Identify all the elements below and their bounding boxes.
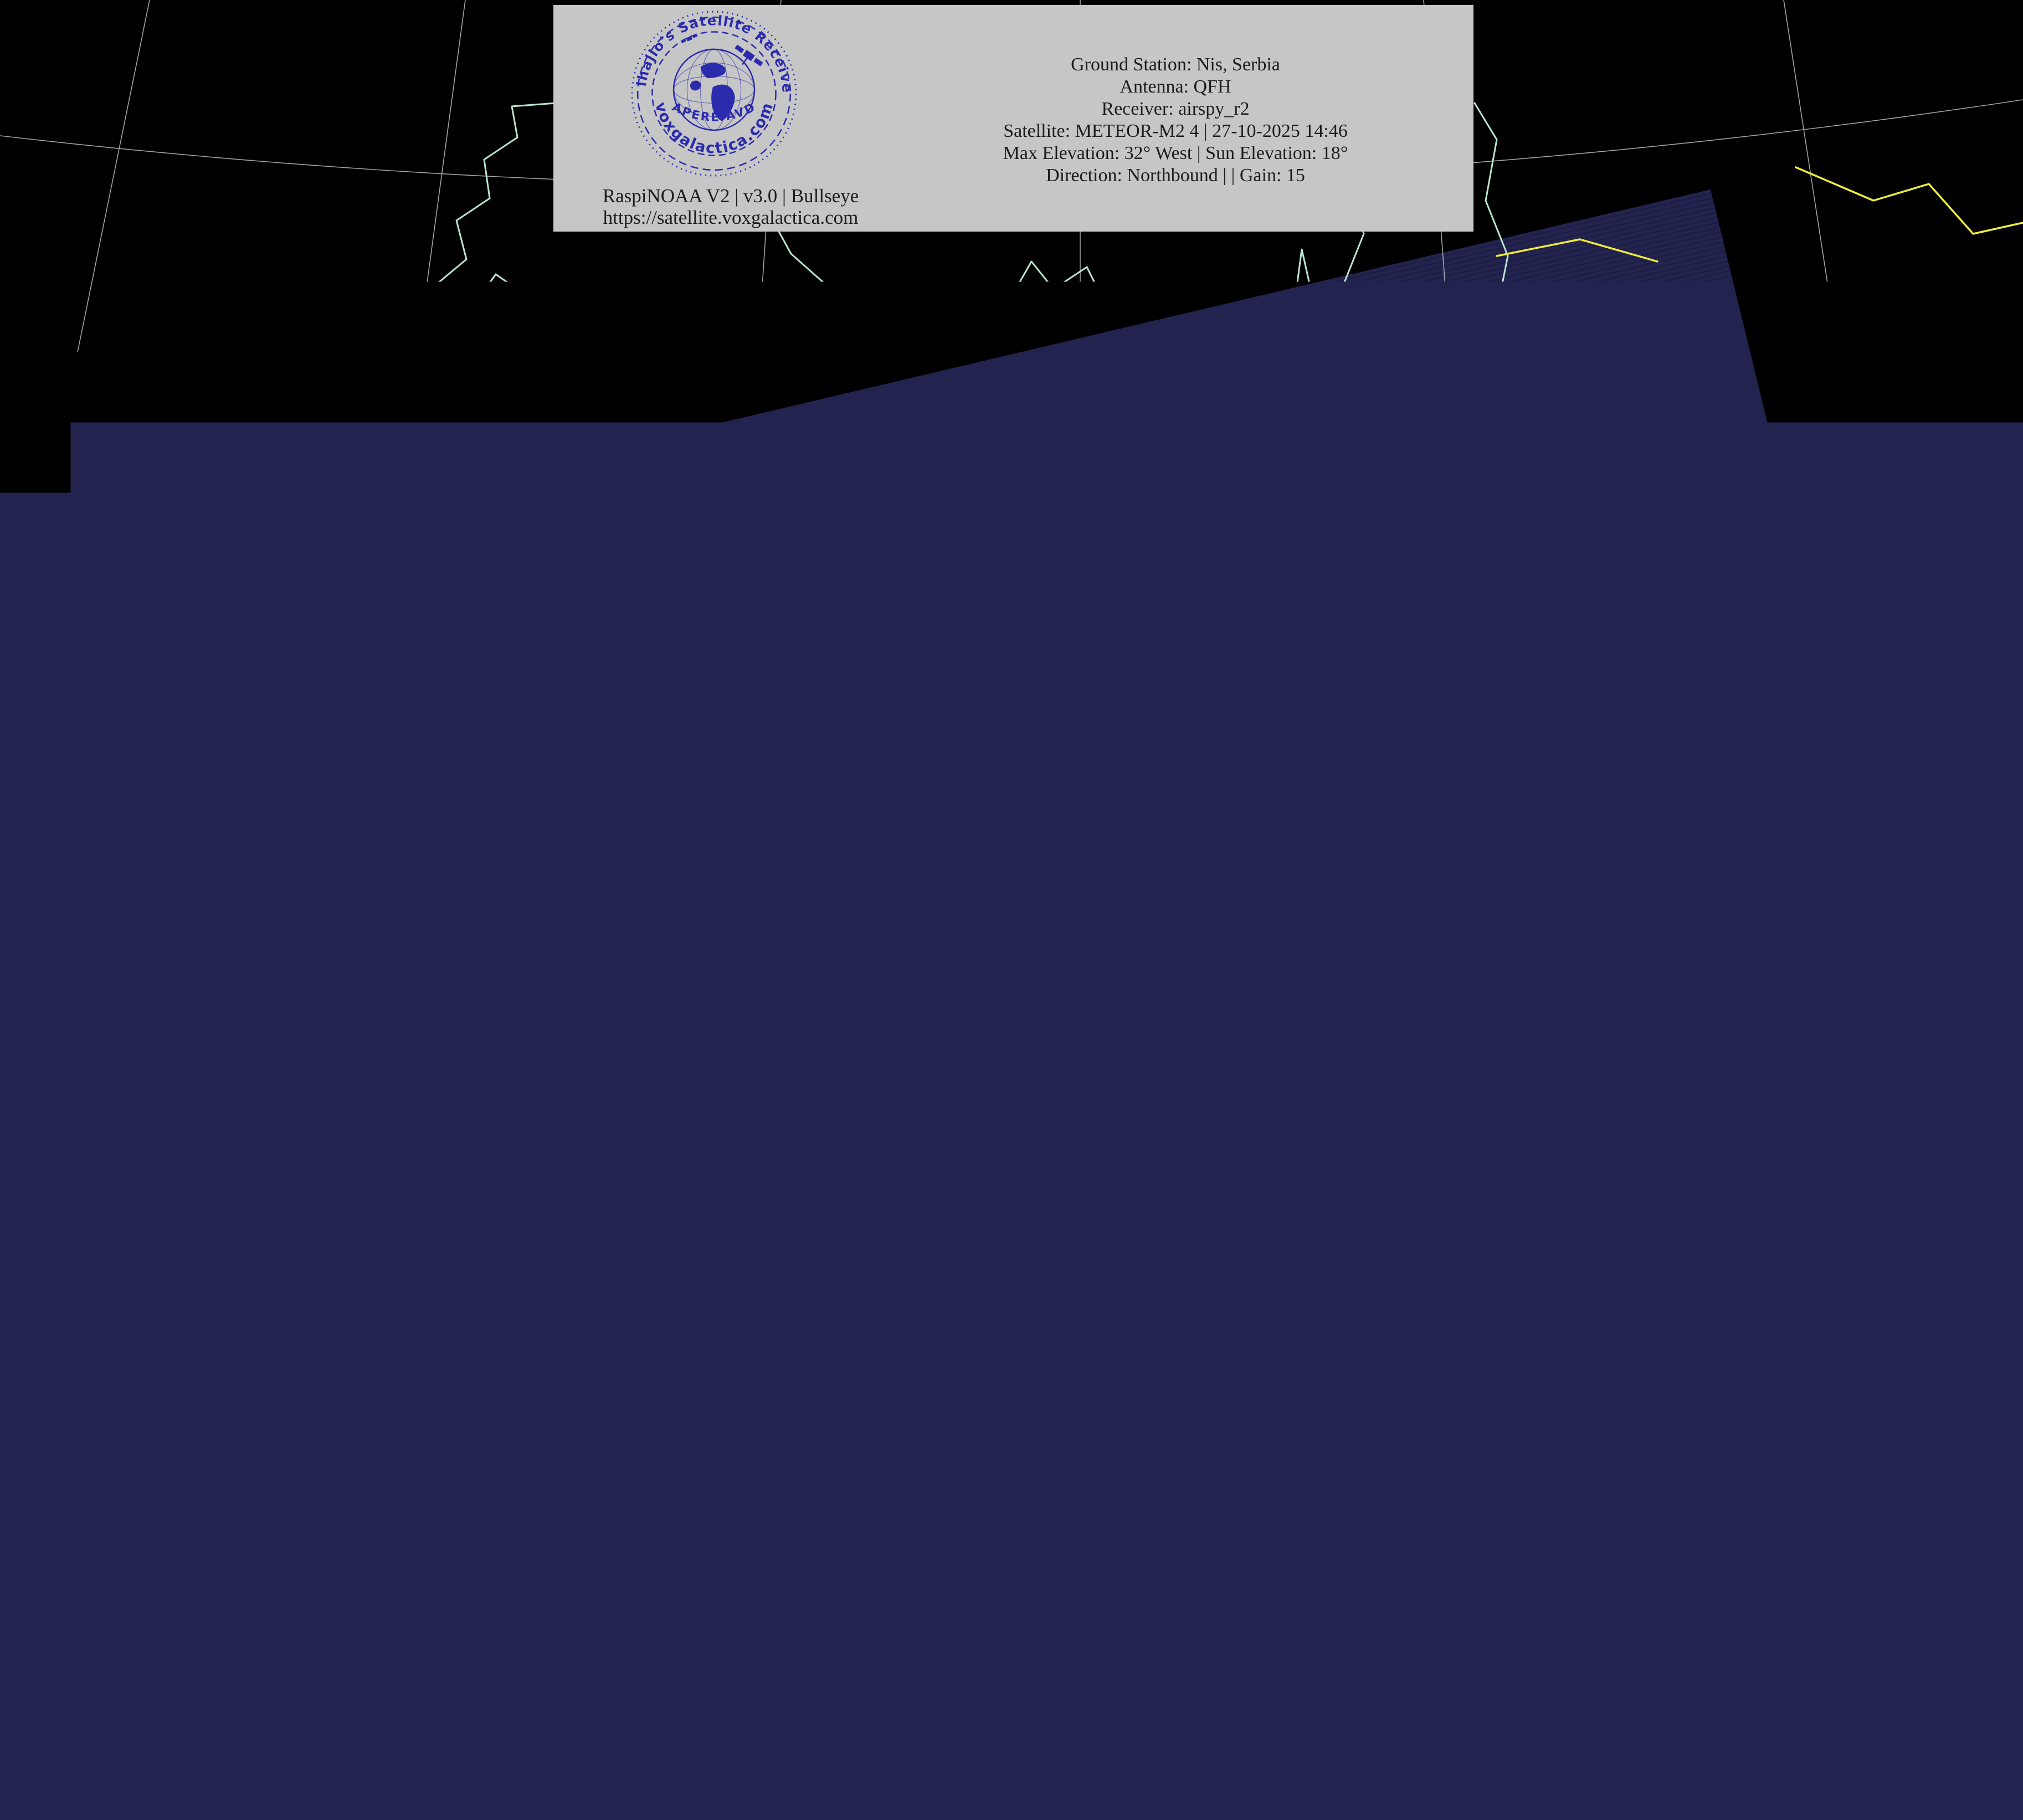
stamp-ring-text-top: Mihajlo's Satellite Receiver: [630, 9, 795, 94]
station-stamp-logo: Mihajlo's Satellite Receiver voxgalactic…: [630, 9, 798, 178]
satellite-swath-image: [0, 0, 2023, 1820]
software-version-line: RaspiNOAA V2 | v3.0 | Bullseye: [553, 185, 908, 207]
station-url: https://satellite.voxgalactica.com: [553, 207, 908, 228]
satellite-icon: [730, 44, 764, 74]
satellite-capture-page: Mihajlo's Satellite Receiver voxgalactic…: [0, 0, 2023, 1820]
elevation-line: Max Elevation: 32° West | Sun Elevation:…: [877, 142, 1473, 165]
receiver-line: Receiver: airspy_r2: [877, 98, 1473, 120]
swath-scanlines: [0, 0, 2023, 1820]
coast-peloponnese: [1729, 1696, 1818, 1796]
direction-gain-line: Direction: Northbound | | Gain: 15: [877, 165, 1473, 187]
station-info-block: Ground Station: Nis, Serbia Antenna: QFH…: [877, 54, 1473, 187]
software-version-block: RaspiNOAA V2 | v3.0 | Bullseye https://s…: [553, 185, 908, 228]
swath-bottom-strip: [471, 1803, 997, 1820]
ground-station-line: Ground Station: Nis, Serbia: [877, 54, 1473, 76]
antenna-line: Antenna: QFH: [877, 76, 1473, 98]
coast-aegean: [1796, 1469, 2023, 1663]
satellite-map: [0, 0, 2023, 1820]
header-card: Mihajlo's Satellite Receiver voxgalactic…: [553, 5, 1473, 232]
satellite-line: Satellite: METEOR-M2 4 | 27-10-2025 14:4…: [877, 120, 1473, 142]
